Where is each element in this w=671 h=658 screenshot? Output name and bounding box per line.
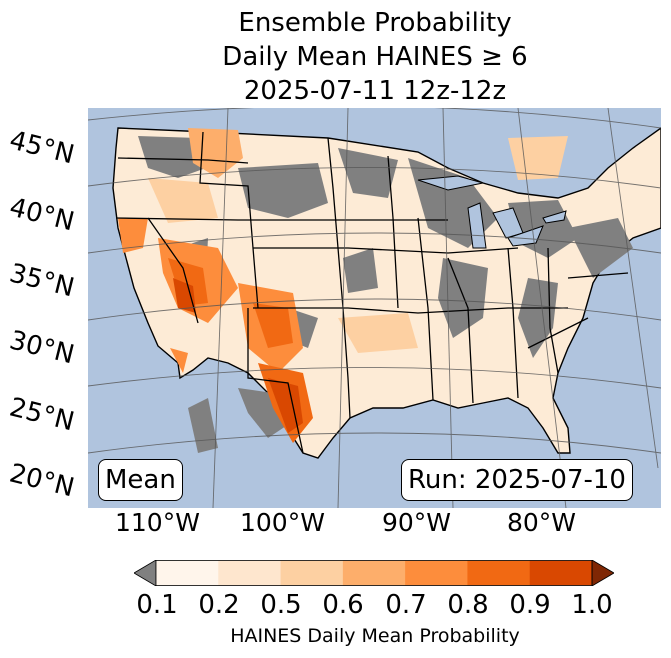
colorbar-under-arrow (134, 560, 157, 586)
lon-label-90w: 90°W (382, 508, 452, 537)
lon-label-100w: 100°W (240, 508, 325, 537)
graticule (88, 108, 661, 508)
probability-map (88, 108, 661, 508)
lat-label-35: 35°N (6, 258, 78, 304)
lat-label-25: 25°N (6, 392, 78, 438)
colorbar-tick-4: 0.7 (385, 590, 427, 620)
colorbar-cell (467, 560, 531, 586)
colorbar-over-arrow (591, 560, 614, 586)
colorbar-tick-2: 0.5 (260, 590, 302, 620)
lon-label-80w: 80°W (507, 508, 577, 537)
colorbar-tick-6: 0.9 (509, 590, 551, 620)
lat-label-30: 30°N (6, 325, 78, 371)
colorbar-tick-7: 1.0 (571, 590, 613, 620)
colorbar-cell (529, 560, 593, 586)
colorbar-tick-3: 0.6 (322, 590, 364, 620)
title-line-1: Ensemble Probability (238, 8, 512, 38)
colorbar-tick-1: 0.2 (198, 590, 240, 620)
probability-areas (118, 128, 568, 443)
colorbar-cell (405, 560, 468, 586)
lat-label-45: 45°N (6, 125, 78, 171)
colorbar-cell (342, 560, 406, 586)
colorbar-cell (280, 560, 344, 586)
lat-label-20: 20°N (6, 458, 78, 504)
colorbar-tick-5: 0.8 (447, 590, 489, 620)
state-boundaries (115, 131, 629, 454)
colorbar (134, 560, 614, 586)
colorbar-frame (155, 560, 593, 586)
title-line-3: 2025-07-11 12z-12z (243, 76, 507, 106)
run-label-box: Run: 2025-07-10 (401, 459, 633, 501)
stat-label-box: Mean (98, 459, 183, 501)
colorbar-tick-0: 0.1 (136, 590, 178, 620)
colorbar-label: HAINES Daily Mean Probability (230, 625, 520, 647)
title-line-2: Daily Mean HAINES ≥ 6 (222, 42, 528, 72)
colorbar-cell (218, 560, 282, 586)
lon-label-110w: 110°W (115, 508, 200, 537)
lat-label-40: 40°N (6, 192, 78, 238)
colorbar-cell (156, 560, 219, 586)
